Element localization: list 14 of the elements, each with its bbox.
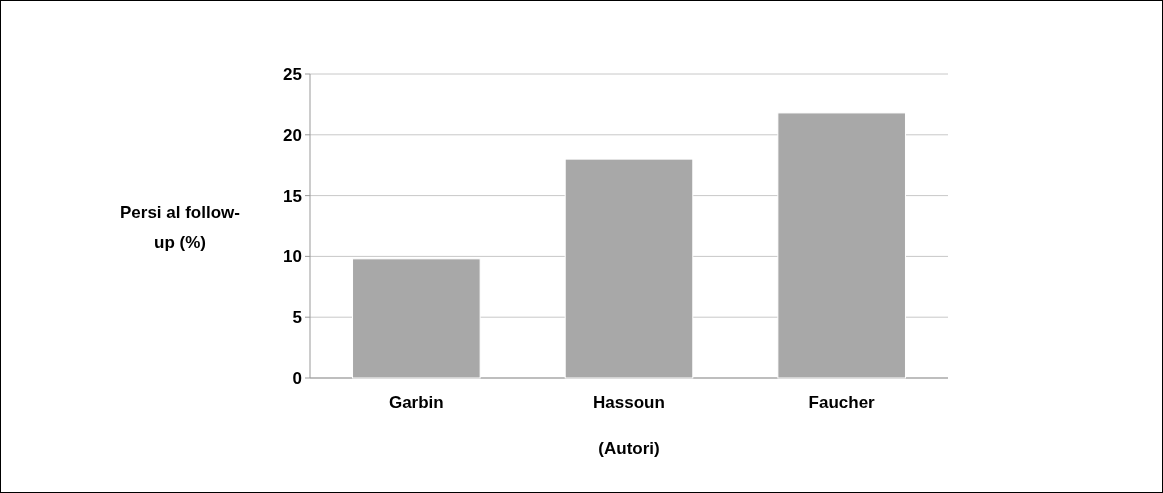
y-tick-label: 5 (292, 308, 302, 328)
y-tick-label: 20 (283, 125, 302, 145)
y-tick-label: 0 (292, 368, 302, 388)
x-tick-label: Faucher (808, 393, 876, 412)
y-tick-label: 10 (283, 247, 302, 267)
x-axis-title: (Autori) (598, 439, 660, 458)
y-tick-label: 25 (283, 64, 302, 84)
y-tick-label: 15 (283, 186, 302, 206)
bar (564, 158, 694, 379)
x-tick-label: Garbin (388, 393, 444, 412)
bar (777, 112, 906, 379)
y-axis-title: Persi al follow-up (%) (120, 203, 240, 252)
bar (352, 258, 481, 379)
x-tick-label: Hassoun (593, 393, 665, 412)
